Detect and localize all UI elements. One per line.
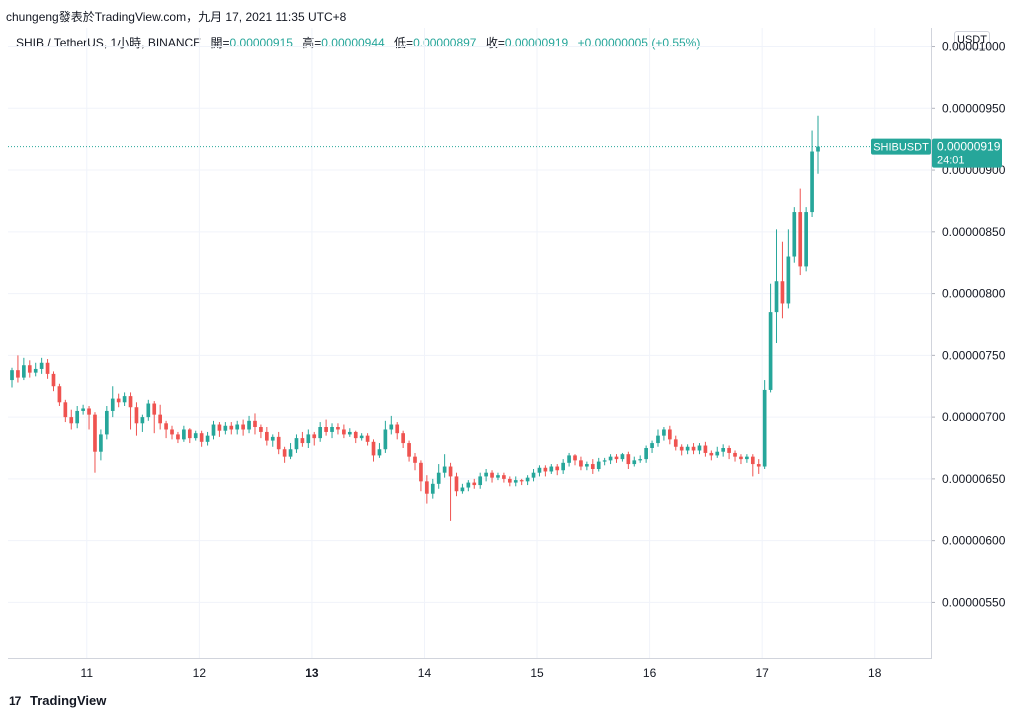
x-tick-label: 11 [81,666,94,680]
tradingview-logo-icon: 17 [9,694,21,708]
x-tick-label: 17 [755,666,769,680]
x-tick-label: 18 [868,666,882,680]
chart-pane[interactable] [8,28,932,659]
x-tick-label: 13 [305,666,319,680]
x-tick-label: 16 [643,666,657,680]
time-axis: 11 12 13 14 15 16 17 18 [81,666,882,680]
currency-button[interactable]: USDT [954,31,990,49]
x-tick-label: 15 [530,666,544,680]
x-tick-label: 12 [193,666,207,680]
tradingview-brand: TradingView [30,693,107,708]
x-tick-label: 14 [418,666,432,680]
chart-attribution: chungeng發表於TradingView.com，九月 17, 2021 1… [6,10,347,24]
price-scale[interactable] [932,28,1024,658]
